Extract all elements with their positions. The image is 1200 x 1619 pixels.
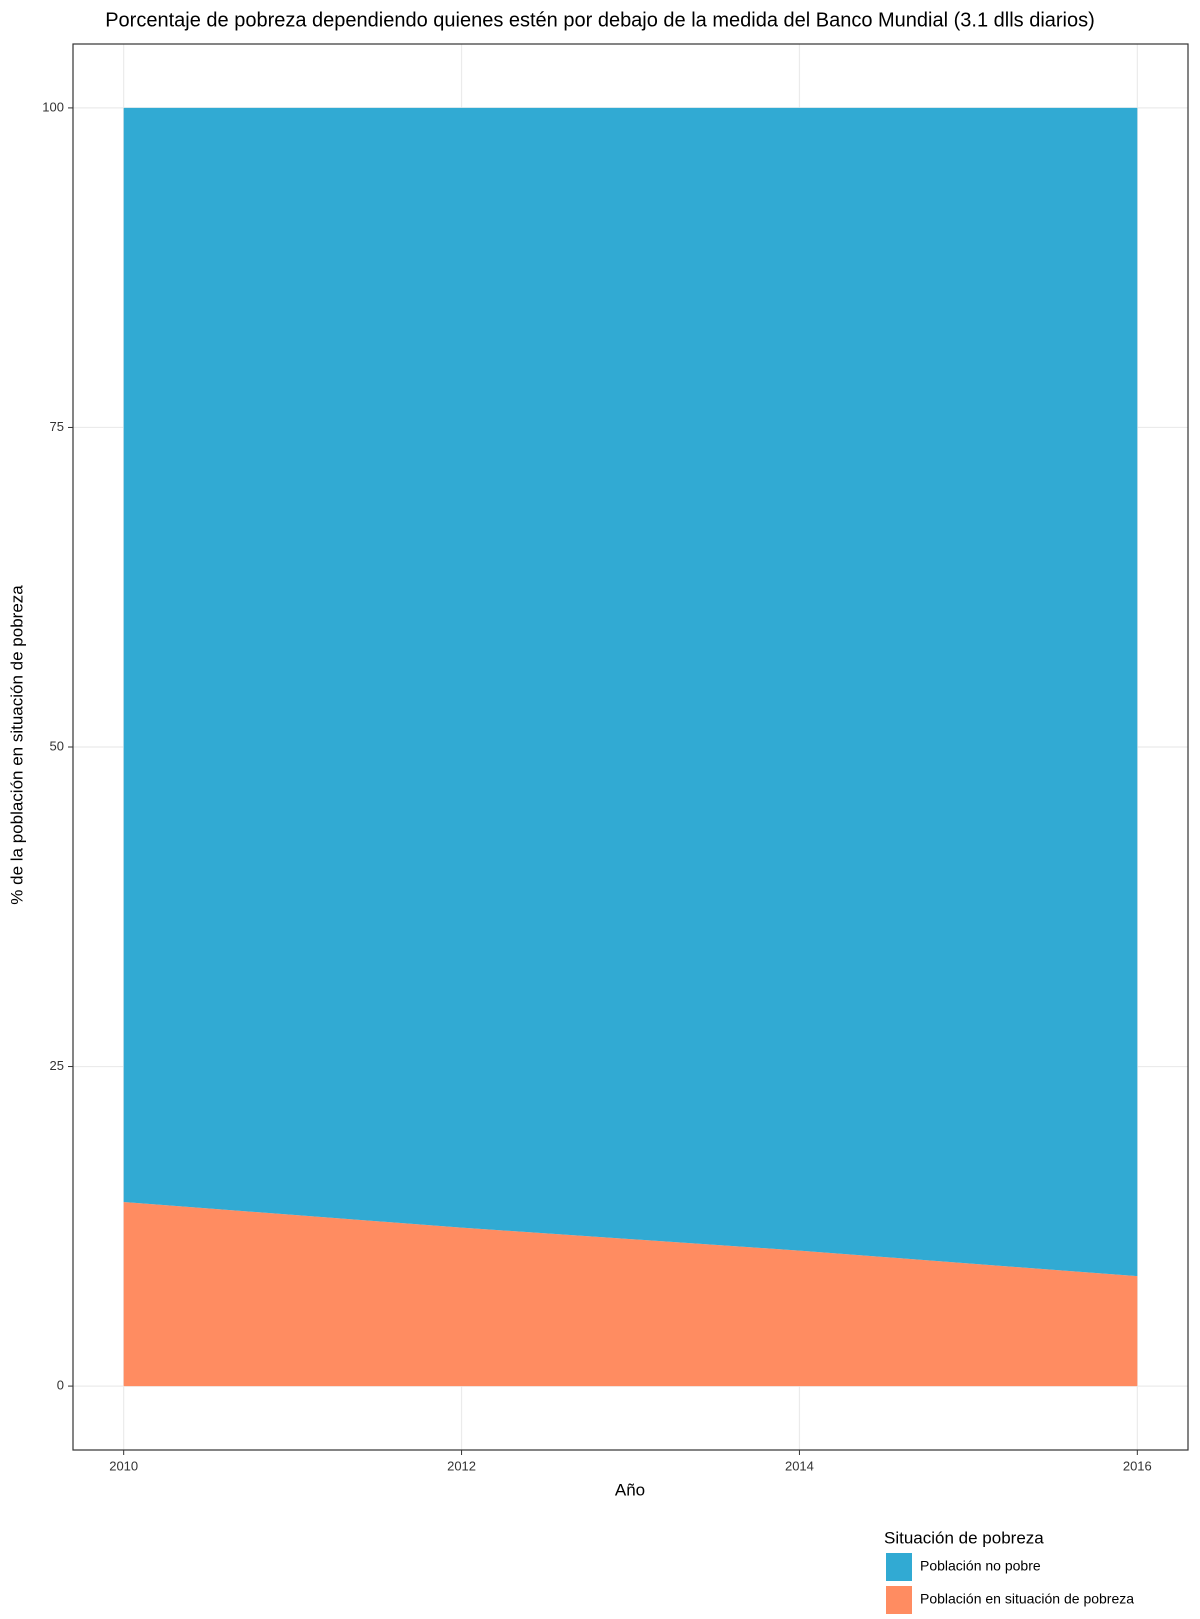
y-axis-label: % de la población en situación de pobrez… [7,585,26,905]
legend-title: Situación de pobreza [884,1528,1044,1547]
chart-title: Porcentaje de pobreza dependiendo quiene… [105,9,1095,31]
x-tick-label: 2010 [109,1458,138,1473]
area [123,107,1138,1277]
legend-label: Población en situación de pobreza [920,1591,1134,1607]
area [123,1202,1138,1387]
x-tick-label: 2014 [785,1458,814,1473]
y-tick-label: 0 [57,1378,64,1393]
y-tick-label: 25 [50,1058,64,1073]
x-axis-label: Año [615,1480,645,1499]
legend-swatch [886,1586,912,1614]
y-tick-label: 50 [50,738,64,753]
y-tick-label: 75 [50,419,64,434]
x-tick-label: 2016 [1123,1458,1152,1473]
y-tick-label: 100 [42,99,64,114]
legend-label: Población no pobre [920,1558,1041,1574]
x-tick-label: 2012 [447,1458,476,1473]
legend-swatch [886,1553,912,1581]
